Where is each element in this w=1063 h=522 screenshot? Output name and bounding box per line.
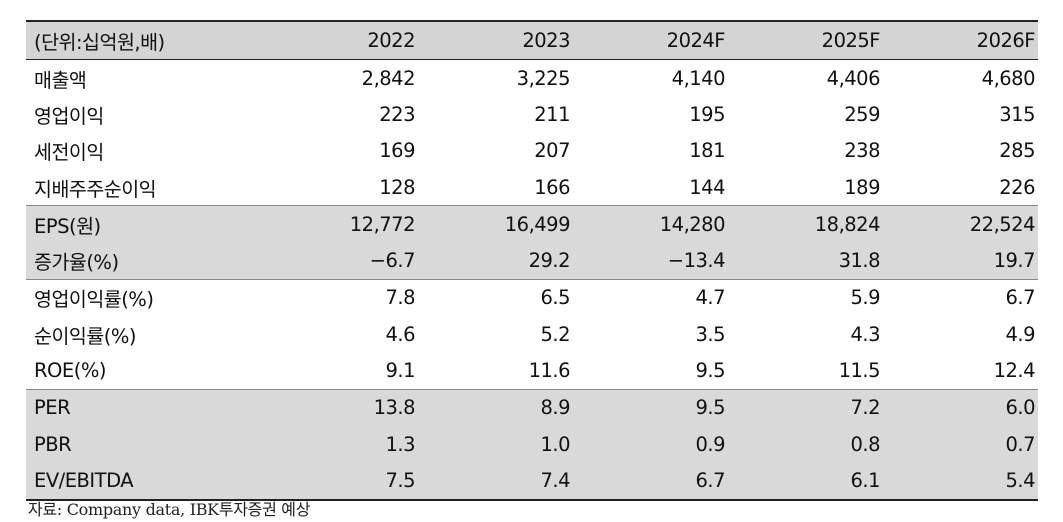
cell-value: 7.4 [540,468,570,492]
row-label: 영업이익 [34,104,104,128]
cell-value: 22,524 [969,212,1036,236]
cell-value: 207 [534,139,570,163]
cell-value: 31.8 [838,249,881,273]
cell-value: 9.5 [695,359,725,383]
cell-value: 4,680 [981,66,1036,90]
cell-value: 0.8 [850,432,880,456]
cell-value: 14,280 [659,212,726,236]
cell-value: −13.4 [667,249,726,273]
cell-value: 315 [999,102,1035,126]
cell-value: 8.9 [540,396,570,420]
cell-value: 1.0 [540,432,570,456]
cell-value: 166 [534,175,570,199]
table-row: PBR 1.3 1.0 0.9 0.8 0.7 [26,425,1038,463]
row-label: 지배주주순이익 [34,177,157,201]
financial-table: (단위:십억원,배) 2022 2023 2024F 2025F 2026F 매… [26,20,1038,501]
cell-value: 2,842 [361,66,416,90]
cell-value: 11.6 [528,359,571,383]
cell-value: 16,499 [504,212,571,236]
cell-value: 18,824 [814,212,881,236]
cell-value: 7.5 [385,468,415,492]
cell-value: 285 [999,139,1035,163]
table-header-row: (단위:십억원,배) 2022 2023 2024F 2025F 2026F [26,22,1038,60]
cell-value: 6.7 [695,468,725,492]
cell-value: 223 [379,102,415,126]
cell-value: 11.5 [838,359,881,383]
cell-value: 5.9 [850,286,880,310]
table-row: 지배주주순이익 128 166 144 189 226 [26,169,1038,205]
year-header: 2023 [522,29,570,52]
cell-value: 5.4 [1005,468,1035,492]
cell-value: 189 [844,175,880,199]
cell-value: 238 [844,139,880,163]
cell-value: 6.1 [850,468,880,492]
cell-value: 6.7 [1005,286,1035,310]
cell-value: −6.7 [369,249,416,273]
cell-value: 169 [379,139,415,163]
cell-value: 226 [999,175,1035,199]
cell-value: 5.2 [540,322,570,346]
cell-value: 7.2 [850,396,880,420]
table-row: PER 13.8 8.9 9.5 7.2 6.0 [26,388,1038,426]
cell-value: 12.4 [993,359,1036,383]
year-header: 2022 [367,29,415,52]
cell-value: 3,225 [516,66,571,90]
cell-value: 4.9 [1005,322,1035,346]
table-row: 순이익률(%) 4.6 5.2 3.5 4.3 4.9 [26,316,1038,352]
cell-value: 128 [379,175,415,199]
cell-value: 29.2 [528,249,571,273]
cell-value: 211 [534,102,570,126]
year-header: 2025F [821,29,881,52]
cell-value: 7.8 [385,286,415,310]
row-label: 세전이익 [34,141,104,165]
cell-value: 181 [689,139,725,163]
cell-value: 9.5 [695,396,725,420]
table-row: 세전이익 169 207 181 238 285 [26,133,1038,169]
cell-value: 4.3 [850,322,880,346]
row-label: ROE(%) [34,359,106,383]
row-label: 매출액 [34,68,87,92]
unit-label: (단위:십억원,배) [34,31,165,54]
year-header: 2024F [666,29,726,52]
cell-value: 6.5 [540,286,570,310]
table-row: 영업이익률(%) 7.8 6.5 4.7 5.9 6.7 [26,278,1038,316]
table-row: 매출액 2,842 3,225 4,140 4,406 4,680 [26,60,1038,96]
cell-value: 195 [689,102,725,126]
row-label: PBR [34,432,72,456]
source-note: 자료: Company data, IBK투자증권 예상 [28,500,311,519]
table-row: 영업이익 223 211 195 259 315 [26,96,1038,132]
row-label: EPS(원) [34,214,101,238]
table-row: ROE(%) 9.1 11.6 9.5 11.5 12.4 [26,352,1038,388]
table-row: 증가율(%) −6.7 29.2 −13.4 31.8 19.7 [26,242,1038,279]
cell-value: 12,772 [349,212,416,236]
cell-value: 0.9 [695,432,725,456]
row-label: PER [34,396,71,420]
row-label: 순이익률(%) [34,324,137,348]
cell-value: 1.3 [385,432,415,456]
cell-value: 4.7 [695,286,725,310]
cell-value: 4.6 [385,322,415,346]
cell-value: 144 [689,175,725,199]
cell-value: 13.8 [373,396,416,420]
cell-value: 4,140 [671,66,726,90]
table-row: EV/EBITDA 7.5 7.4 6.7 6.1 5.4 [26,462,1038,499]
row-label: EV/EBITDA [34,468,134,492]
cell-value: 259 [844,102,880,126]
cell-value: 3.5 [695,322,725,346]
cell-value: 0.7 [1005,432,1035,456]
year-header: 2026F [976,29,1036,52]
row-label: 영업이익률(%) [34,288,154,312]
cell-value: 9.1 [385,359,415,383]
cell-value: 4,406 [826,66,881,90]
cell-value: 19.7 [993,249,1036,273]
table-row: EPS(원) 12,772 16,499 14,280 18,824 22,52… [26,205,1038,243]
row-label: 증가율(%) [34,251,119,275]
cell-value: 6.0 [1005,396,1035,420]
